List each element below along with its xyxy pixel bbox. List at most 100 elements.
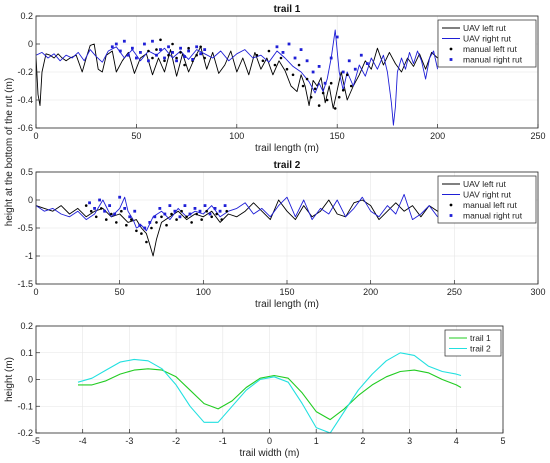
point-manual-left-rut	[200, 218, 203, 221]
y-tick-label: -0.5	[17, 223, 33, 233]
point-manual-right-rut	[168, 204, 172, 207]
x-tick-label: -3	[125, 436, 133, 446]
point-manual-right-rut	[203, 204, 207, 207]
x-tick-label: -2	[172, 436, 180, 446]
chart-1: 0 50 100 150 200 250 -0.6 -0.4 -0.2 0 0.2 trail 1 tr…	[17, 4, 545, 154]
point-manual-right-rut	[171, 51, 174, 54]
point-manual-right-rut	[353, 67, 357, 71]
legend-swatch-manual-right-rut	[449, 58, 453, 61]
point-manual-right-rut	[299, 48, 303, 51]
point-manual-right-rut	[359, 53, 363, 57]
point-manual-left-rut	[333, 107, 337, 110]
point-manual-left-rut	[170, 212, 173, 216]
point-manual-left-rut	[155, 48, 158, 51]
legend-label-manual-right-rut: manual right rut	[463, 55, 523, 65]
point-manual-right-rut	[167, 45, 170, 49]
point-manual-left-rut	[150, 226, 153, 230]
point-manual-right-rut	[122, 39, 126, 43]
legend-box	[437, 175, 537, 224]
y-tick-label: -1.5	[17, 279, 33, 289]
point-manual-right-rut	[133, 209, 137, 213]
y-tick-label: -0.4	[17, 95, 33, 105]
point-manual-left-rut	[317, 104, 321, 107]
point-manual-right-rut	[195, 45, 199, 49]
y-tick-label: -0.2	[17, 428, 33, 438]
x-tick-label: 50	[131, 131, 141, 141]
point-manual-right-rut	[118, 49, 122, 53]
series-line-trail-1	[78, 368, 462, 421]
point-manual-left-rut	[205, 209, 208, 213]
x-tick-label: 100	[229, 131, 244, 141]
point-manual-right-rut	[198, 209, 202, 213]
point-manual-left-rut	[135, 229, 138, 233]
point-manual-left-rut	[215, 212, 219, 216]
y-tick-label: 0.5	[20, 167, 33, 177]
y-tick-label: 0	[28, 375, 33, 385]
legend-label-manual-left-rut: manual left rut	[463, 200, 517, 210]
x-tick-label: 1	[314, 436, 319, 446]
point-manual-left-rut	[325, 98, 329, 102]
point-manual-right-rut	[123, 207, 127, 210]
point-manual-right-rut	[193, 207, 197, 210]
point-manual-left-rut	[163, 59, 166, 63]
point-manual-left-rut	[110, 212, 113, 216]
point-manual-right-rut	[223, 204, 227, 207]
point-manual-right-rut	[347, 59, 351, 63]
point-manual-left-rut	[125, 223, 128, 227]
point-manual-right-rut	[208, 212, 212, 216]
x-tick-label: 4	[454, 436, 459, 446]
y-tick-label: 0.2	[20, 11, 33, 21]
legend-label-manual-right-rut: manual right rut	[463, 211, 523, 221]
x-tick-label: -4	[79, 436, 87, 446]
point-manual-right-rut	[305, 59, 309, 63]
data-layer	[36, 29, 439, 126]
point-manual-left-rut	[305, 77, 309, 81]
point-manual-right-rut	[158, 207, 162, 210]
point-manual-right-rut	[163, 212, 167, 216]
point-manual-right-rut	[126, 53, 130, 57]
legend-label-trail-1: trail 1	[470, 333, 491, 343]
series-line-uav-right-rut	[36, 29, 439, 126]
point-manual-right-rut	[281, 51, 285, 54]
x-tick-label: 0	[33, 131, 38, 141]
point-manual-right-rut	[147, 59, 150, 63]
legend-label-trail-2: trail 2	[470, 344, 491, 354]
legend-swatch-manual-right-rut	[449, 214, 453, 217]
point-manual-left-rut	[179, 51, 182, 54]
x-tick-label: 3	[407, 436, 412, 446]
point-manual-left-rut	[349, 84, 353, 88]
point-manual-left-rut	[329, 81, 333, 85]
point-manual-right-rut	[113, 212, 117, 216]
point-manual-left-rut	[167, 53, 170, 57]
legend-label-uav-left-rut: UAV left rut	[463, 179, 506, 189]
point-manual-right-rut	[148, 221, 152, 224]
legend-swatch-manual-left-rut	[449, 47, 453, 51]
point-manual-right-rut	[163, 56, 166, 60]
point-manual-right-rut	[139, 51, 142, 54]
point-manual-right-rut	[128, 215, 132, 219]
legend-swatch-manual-left-rut	[449, 203, 453, 207]
point-manual-right-rut	[108, 204, 112, 207]
point-manual-right-rut	[183, 204, 187, 207]
point-manual-right-rut	[203, 48, 207, 51]
point-manual-left-rut	[171, 42, 174, 46]
point-manual-right-rut	[151, 39, 154, 43]
point-manual-left-rut	[89, 209, 93, 213]
point-manual-left-rut	[147, 49, 150, 53]
x-tick-label: 50	[115, 287, 125, 297]
point-manual-left-rut	[151, 56, 154, 60]
point-manual-right-rut	[311, 70, 315, 74]
point-manual-left-rut	[195, 212, 198, 216]
series-line-uav-left-rut	[36, 199, 445, 257]
y-axis-label: height (m)	[4, 357, 15, 402]
series-line-uav-right-rut	[36, 193, 438, 232]
point-manual-left-rut	[99, 207, 103, 210]
point-manual-right-rut	[188, 212, 192, 216]
point-manual-right-rut	[98, 198, 101, 202]
x-tick-label: -5	[32, 436, 40, 446]
x-axis-label: trail width (m)	[239, 448, 299, 459]
